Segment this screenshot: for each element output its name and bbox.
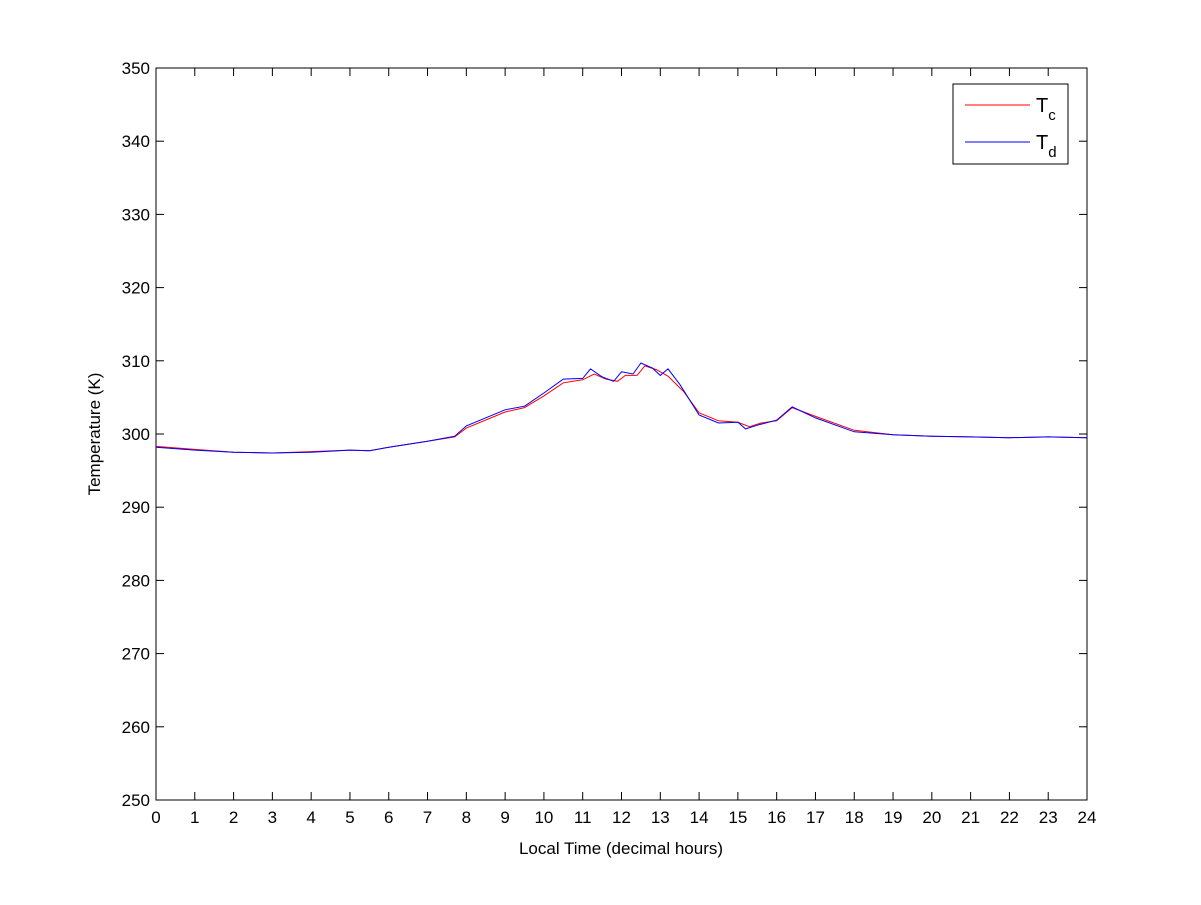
y-tick-label: 250 [122,791,150,810]
x-tick-label: 1 [190,808,199,827]
series-line-Td [155,362,1088,454]
x-tick-label: 6 [384,808,393,827]
y-tick-label: 290 [122,498,150,517]
x-tick-label: 11 [574,808,592,827]
x-tick-label: 9 [500,808,509,827]
y-tick-label: 320 [122,279,150,298]
x-tick-label: 10 [534,808,553,827]
plot-area [155,67,1088,801]
x-tick-label: 2 [229,808,238,827]
x-tick-label: 14 [690,808,709,827]
y-tick-label: 300 [122,425,150,444]
x-tick-label: 17 [806,808,825,827]
x-tick-label: 24 [1078,808,1097,827]
x-tick-label: 20 [922,808,941,827]
x-tick-label: 15 [728,808,747,827]
y-tick-label: 340 [122,132,150,151]
x-tick-label: 22 [1000,808,1019,827]
x-tick-label: 19 [884,808,903,827]
x-tick-label: 18 [845,808,864,827]
x-tick-label: 16 [767,808,786,827]
y-tick-label: 330 [122,205,150,224]
y-tick-label: 280 [122,571,150,590]
legend: Tc Td [952,83,1069,165]
x-axis-label: Local Time (decimal hours) [519,839,723,858]
x-tick-label: 0 [151,808,160,827]
y-tick-label: 350 [122,59,150,78]
x-tick-label: 12 [612,808,631,827]
legend-box [952,83,1069,165]
legend-label-tc: Tc [1036,95,1056,124]
y-tick-label: 260 [122,718,150,737]
x-tick-label: 13 [651,808,670,827]
y-axis-label: Temperature (K) [85,373,104,496]
x-tick-label: 5 [345,808,354,827]
x-tick-label: 21 [961,808,980,827]
x-tick-label: 4 [306,808,315,827]
y-tick-label: 270 [122,645,150,664]
y-tick-label: 310 [122,352,150,371]
x-tick-label: 7 [423,808,432,827]
x-tick-label: 23 [1039,808,1058,827]
legend-label-td: Td [1036,132,1057,161]
x-tick-label: 3 [268,808,277,827]
x-tick-label: 8 [462,808,471,827]
